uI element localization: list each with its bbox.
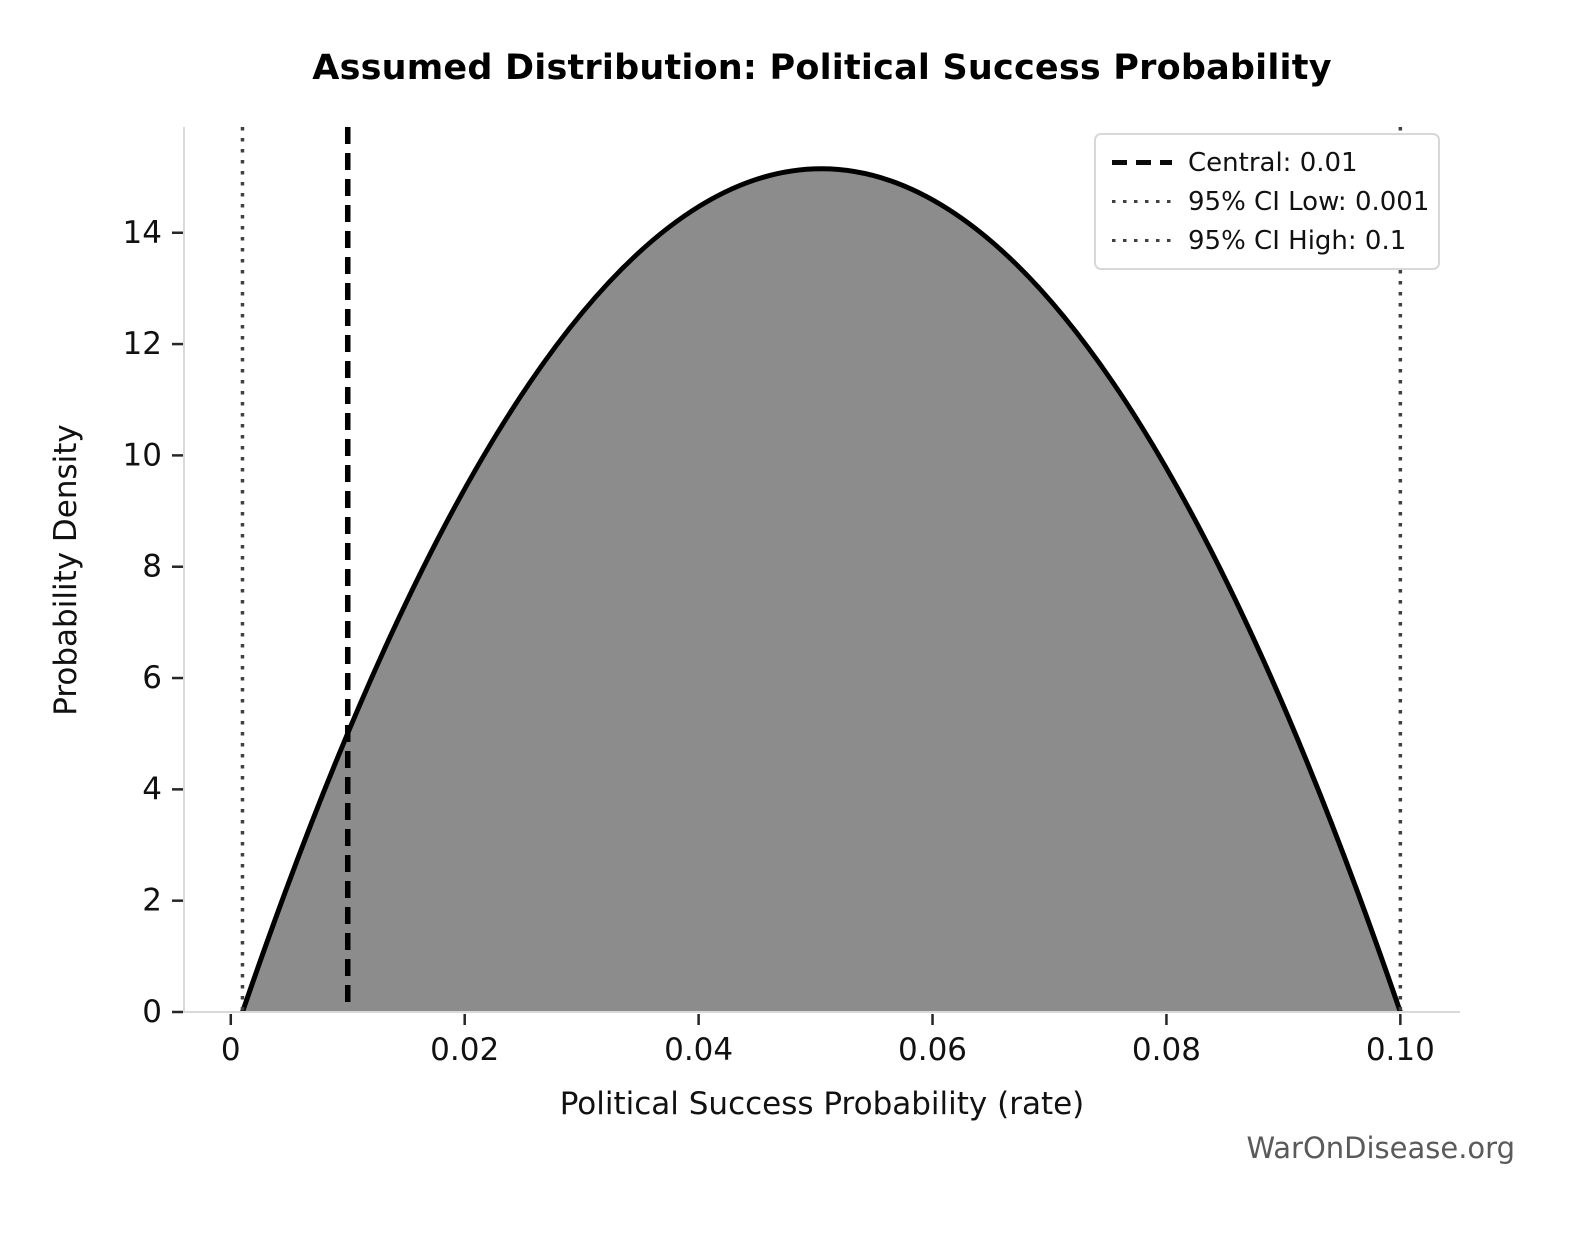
legend: Central: 0.01 95% CI Low: 0.001 95% CI H…: [1094, 133, 1440, 270]
legend-item-central: Central: 0.01: [1112, 146, 1422, 179]
legend-item-ci-low: 95% CI Low: 0.001: [1112, 185, 1429, 218]
legend-label-central: Central: 0.01: [1188, 147, 1358, 178]
y-tick-label: 6: [142, 660, 162, 696]
watermark: WarOnDisease.org: [1246, 1131, 1515, 1165]
x-tick-label: 0.08: [1132, 1032, 1201, 1068]
x-tick-label: 0: [221, 1032, 241, 1068]
legend-item-ci-high: 95% CI High: 0.1: [1112, 224, 1422, 257]
y-axis-label: Probability Density: [48, 424, 84, 716]
x-axis-label: Political Success Probability (rate): [559, 1086, 1085, 1122]
y-tick-label: 8: [142, 549, 162, 585]
x-tick-label: 0.02: [430, 1032, 499, 1068]
y-tick-label: 14: [123, 215, 162, 251]
dotted-line-sample: [1112, 238, 1172, 243]
dashed-line-sample: [1112, 159, 1172, 166]
x-tick-label: 0.06: [898, 1032, 967, 1068]
legend-label-ci-low: 95% CI Low: 0.001: [1188, 186, 1430, 217]
legend-label-ci-high: 95% CI High: 0.1: [1188, 225, 1407, 256]
density-area: [242, 168, 1401, 1012]
dotted-line-sample: [1112, 199, 1172, 204]
chart-title: Assumed Distribution: Political Success …: [312, 48, 1332, 88]
y-tick-label: 2: [142, 883, 162, 919]
y-tick-label: 4: [142, 771, 162, 807]
y-tick-label: 10: [123, 437, 162, 473]
y-tick-label: 0: [142, 994, 162, 1030]
y-tick-label: 12: [123, 326, 162, 362]
density-curve: [240, 166, 1403, 1013]
x-tick-label: 0.04: [664, 1032, 733, 1068]
x-tick-label: 0.10: [1366, 1032, 1435, 1068]
